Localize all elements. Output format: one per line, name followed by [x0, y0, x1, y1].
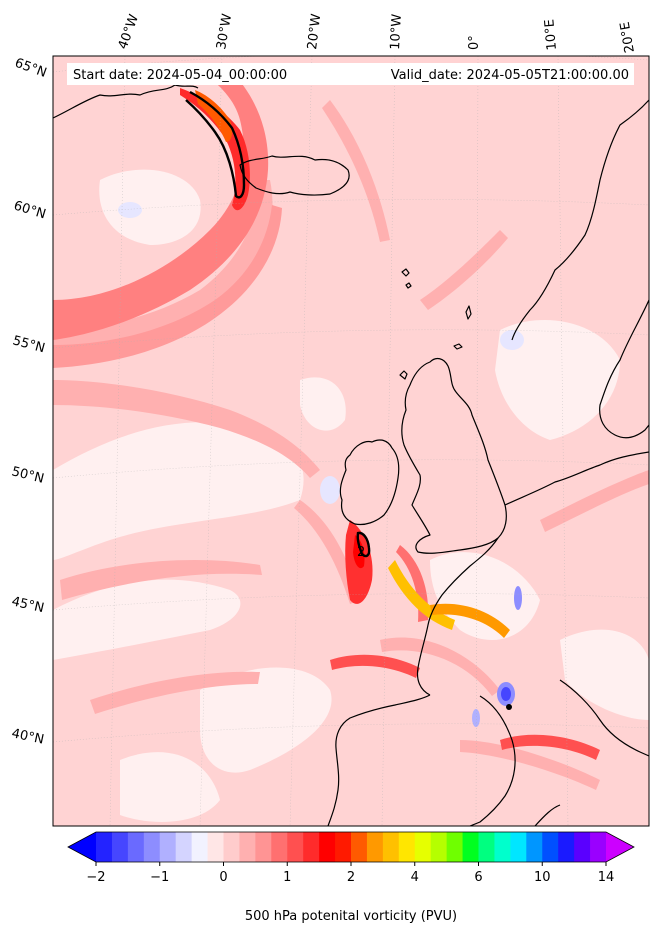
colorbar-swatch [143, 832, 161, 862]
lat-label-65n: 65°N [13, 56, 49, 81]
italy-coast [559, 679, 649, 757]
colorbar-swatch [319, 832, 336, 862]
colorbar-swatch [446, 832, 463, 862]
map-frame [52, 55, 650, 827]
colorbar-tick-label: 4 [411, 870, 419, 885]
lat-label-60n: 60°N [12, 198, 48, 222]
sweden-denmark-coast [599, 299, 649, 439]
norway-coast [511, 99, 649, 341]
colorbar-swatch [223, 832, 240, 862]
lon-label-40w: 40°W [116, 12, 142, 51]
lat-label-45n: 45°N [10, 594, 45, 616]
start-date-text: Start date: 2024-05-04_00:00:00 [73, 68, 287, 83]
shetland-orkney [453, 305, 472, 350]
faroe-islands [401, 268, 412, 289]
date-banner [67, 63, 634, 85]
colorbar-swatch [574, 832, 591, 862]
colorbar-swatch [175, 832, 193, 862]
ireland-inner [399, 370, 408, 380]
colorbar-swatch [558, 832, 575, 862]
colorbar-swatch [462, 832, 479, 862]
pv-field-mid [53, 100, 649, 790]
colorbar-swatch [287, 832, 304, 862]
colorbar-swatch [430, 832, 448, 862]
colorbar-label: 500 hPa potenital vorticity (PVU) [245, 909, 457, 924]
colorbar-extend-max [606, 832, 634, 862]
greenland-coast [53, 84, 199, 119]
colorbar-swatch [398, 832, 416, 862]
colorbar-tick-label: −2 [86, 870, 105, 885]
colorbar-tick-label: 10 [534, 870, 551, 885]
iberia-coast [327, 694, 431, 826]
colorbar-swatch [510, 832, 527, 862]
lon-label-20e: 20°E [618, 21, 638, 54]
lon-label-10w: 10°W [388, 13, 405, 50]
mediterranean-coast [469, 695, 516, 826]
colorbar-swatch [366, 832, 384, 862]
colorbar-tick-label: 6 [474, 870, 482, 885]
colorbar-swatch [127, 832, 145, 862]
colorbar-swatch [542, 832, 559, 862]
great-britain-coast [401, 357, 507, 554]
lon-label-30w: 30°W [214, 13, 235, 51]
lon-label-20w: 20°W [305, 13, 324, 51]
colorbar-swatch [382, 832, 400, 862]
pv-2-contour [185, 90, 371, 558]
colorbar-swatch [526, 832, 543, 862]
latitude-labels: 65°N 60°N 55°N 50°N 45°N 40°N [10, 56, 49, 748]
colorbar-swatch [255, 832, 272, 862]
colorbar-swatch [494, 832, 511, 862]
lon-label-0: 0° [467, 35, 482, 50]
colorbar-swatch [111, 832, 129, 862]
coastlines [53, 84, 649, 826]
colorbar-swatch [414, 832, 432, 862]
colorbar-swatch [271, 832, 288, 862]
colorbar-tick-label: 2 [347, 870, 355, 885]
northwest-africa-coast [534, 804, 561, 826]
france-coast [416, 537, 499, 696]
lat-label-55n: 55°N [11, 333, 47, 356]
colorbar-swatch [96, 832, 113, 862]
graticule [53, 56, 649, 826]
colorbar-swatch [335, 832, 352, 862]
lon-label-10e: 10°E [542, 19, 560, 51]
colorbar-tick-label: 14 [598, 870, 615, 885]
colorbar-tick-label: 0 [219, 870, 227, 885]
colorbar-swatch [351, 832, 368, 862]
ireland-coast [339, 439, 400, 526]
colorbar-swatch [191, 832, 208, 862]
iceland-coast [239, 155, 350, 196]
map-panel: 2 [53, 56, 649, 826]
pv-field-pale [53, 169, 649, 822]
lat-label-50n: 50°N [10, 464, 45, 486]
colorbar-extend-min [68, 832, 96, 862]
colorbar-tick-label: −1 [150, 870, 169, 885]
colorbar-swatch [590, 832, 607, 862]
longitude-labels: 40°W 30°W 20°W 10°W 0° 10°E 20°E [116, 12, 638, 54]
valid-date-text: Valid_date: 2024-05-05T21:00:00.00 [391, 68, 629, 83]
north-sea-coast [504, 451, 649, 506]
colorbar-swatch [478, 832, 495, 862]
colorbar-swatch [207, 832, 224, 862]
pv-field-strong [53, 70, 600, 760]
lat-label-40n: 40°N [10, 726, 45, 747]
colorbar-tick-label: 1 [283, 870, 291, 885]
colorbar-swatch [239, 832, 256, 862]
colorbar-swatch [303, 832, 320, 862]
pv-contour-label: 2 [357, 545, 365, 560]
colorbar: −2 −1 0 1 2 4 6 10 14 [67, 831, 635, 885]
colorbar-swatch [159, 832, 177, 862]
